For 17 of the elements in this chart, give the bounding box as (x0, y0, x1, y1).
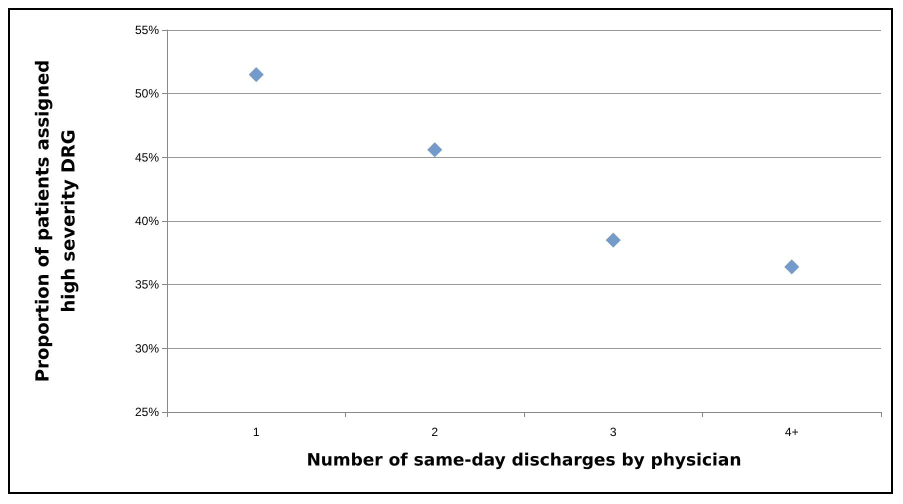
y-tick-label: 30% (134, 341, 160, 356)
y-tick-label: 50% (134, 86, 160, 101)
x-tick-label: 2 (431, 425, 438, 439)
point (784, 259, 800, 274)
y-tick-label: 40% (134, 214, 160, 228)
y-tick-label: 45% (134, 150, 160, 164)
x-tick-label: 1 (252, 425, 260, 439)
x-tick-label: 3 (610, 425, 617, 439)
point (606, 232, 621, 248)
y-tick-label: 25% (134, 405, 160, 419)
y-tick-label: 35% (134, 278, 160, 292)
y-axis-title: Proportion of patients assigned high severity DRG (32, 60, 80, 382)
y-tick-label: 55% (134, 23, 160, 37)
point (427, 142, 442, 158)
x-tick-label: 4+ (784, 425, 799, 439)
x-axis-title: Number of same-day discharges by physician (306, 450, 742, 470)
point (248, 67, 264, 82)
